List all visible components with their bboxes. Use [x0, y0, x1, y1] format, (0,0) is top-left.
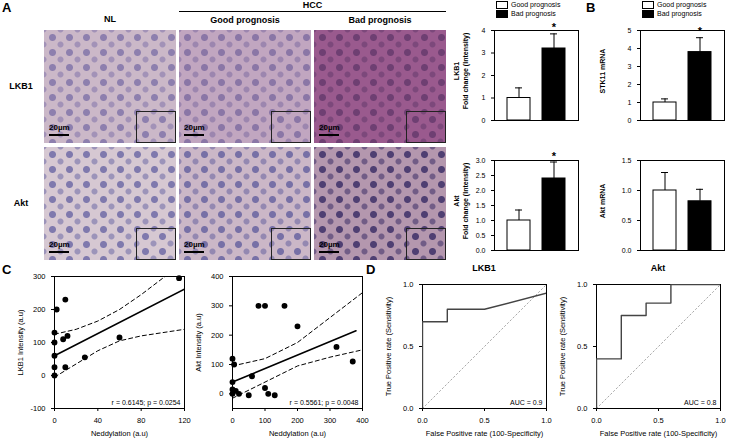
- svg-text:0.0: 0.0: [476, 247, 486, 254]
- svg-text:0: 0: [41, 371, 45, 380]
- svg-text:0.0: 0.0: [577, 404, 587, 413]
- svg-text:0.5: 0.5: [577, 342, 587, 351]
- html-text:C: C: [2, 262, 12, 277]
- svg-text:0.0: 0.0: [403, 404, 413, 413]
- svg-text:1.5: 1.5: [622, 157, 632, 164]
- svg-text:0.0: 0.0: [591, 416, 601, 425]
- html-text:Good prognosis: Good prognosis: [210, 15, 280, 25]
- svg-text:2.0: 2.0: [476, 187, 486, 194]
- html-text:LKB1: LKB1: [453, 61, 460, 81]
- svg-text:40: 40: [94, 416, 102, 425]
- html-text:20µm: 20µm: [184, 123, 205, 132]
- svg-text:400: 400: [356, 416, 369, 425]
- svg-text:5: 5: [628, 27, 632, 34]
- html-text:B: B: [586, 0, 596, 15]
- svg-text:100: 100: [33, 338, 46, 347]
- svg-text:*: *: [552, 21, 557, 33]
- svg-text:True Positive rate (Sensitivit: True Positive rate (Sensitivity): [384, 296, 393, 396]
- html-text:NL: NL: [104, 14, 116, 24]
- svg-text:1.0: 1.0: [715, 416, 725, 425]
- svg-text:300: 300: [211, 301, 224, 310]
- svg-text:1: 1: [482, 94, 486, 101]
- svg-text:-100: -100: [30, 404, 45, 413]
- svg-text:0: 0: [230, 416, 234, 425]
- svg-text:120: 120: [178, 416, 191, 425]
- svg-text:100: 100: [259, 416, 272, 425]
- html-text:A: A: [2, 0, 12, 15]
- svg-text:1.5: 1.5: [476, 202, 486, 209]
- html-text:Akt: Akt: [650, 263, 666, 273]
- html-text:LKB1: LKB1: [9, 80, 33, 91]
- svg-text:AUC = 0.9: AUC = 0.9: [510, 399, 543, 406]
- html-text:Fold change (Intensity): Fold change (Intensity): [462, 162, 469, 240]
- svg-text:0: 0: [219, 389, 223, 398]
- html-text:D: D: [366, 262, 376, 277]
- svg-text:0: 0: [628, 117, 632, 124]
- svg-text:4: 4: [482, 27, 486, 34]
- html-text:20µm: 20µm: [49, 123, 70, 132]
- html-text:STK11 mRNA: STK11 mRNA: [599, 48, 606, 94]
- svg-text:3: 3: [628, 63, 632, 70]
- svg-text:1.0: 1.0: [476, 217, 486, 224]
- html-text:20µm: 20µm: [319, 123, 340, 132]
- svg-text:False Positive rate (100-Speci: False Positive rate (100-Specificity): [600, 429, 718, 438]
- svg-text:0.5: 0.5: [622, 217, 632, 224]
- svg-text:0.5: 0.5: [653, 416, 663, 425]
- svg-text:0.5: 0.5: [403, 342, 413, 351]
- svg-text:200: 200: [33, 305, 46, 314]
- svg-text:400: 400: [211, 272, 224, 281]
- svg-text:r = 0.5561; p = 0.0048: r = 0.5561; p = 0.0048: [290, 399, 359, 407]
- html-text:20µm: 20µm: [319, 240, 340, 249]
- svg-text:4: 4: [628, 45, 632, 52]
- html-text:20µm: 20µm: [49, 240, 70, 249]
- svg-text:1.0: 1.0: [541, 416, 551, 425]
- svg-text:100: 100: [211, 360, 224, 369]
- html-text:Akt: Akt: [13, 197, 29, 208]
- svg-text:300: 300: [33, 272, 46, 281]
- svg-text:*: *: [698, 25, 703, 37]
- svg-text:1.0: 1.0: [622, 187, 632, 194]
- html-text:Fold change (Intensity): Fold change (Intensity): [462, 32, 469, 110]
- svg-text:3.0: 3.0: [476, 157, 486, 164]
- html-text:Akt mRNA: Akt mRNA: [599, 183, 606, 219]
- svg-text:*: *: [552, 150, 557, 162]
- html-text:Akt: Akt: [453, 195, 460, 207]
- svg-text:3: 3: [482, 49, 486, 56]
- svg-text:True Positive rate (Sensitivit: True Positive rate (Sensitivity): [558, 296, 567, 396]
- html-text:Bad prognosis: Bad prognosis: [657, 10, 702, 17]
- svg-text:Akt Intensity (a.u): Akt Intensity (a.u): [194, 313, 203, 372]
- html-text:LKB1: LKB1: [472, 263, 496, 273]
- html-text:20µm: 20µm: [184, 240, 205, 249]
- svg-text:0.0: 0.0: [417, 416, 427, 425]
- svg-text:Neddylation (a.u): Neddylation (a.u): [269, 429, 327, 438]
- html-text:Good prognosis: Good prognosis: [657, 1, 707, 8]
- svg-text:1: 1: [628, 99, 632, 106]
- svg-text:200: 200: [291, 416, 304, 425]
- svg-text:2.5: 2.5: [476, 172, 486, 179]
- svg-text:0.0: 0.0: [622, 247, 632, 254]
- html-text:Bad prognosis: Bad prognosis: [511, 10, 556, 17]
- html-text:Good prognosis: Good prognosis: [511, 1, 561, 8]
- svg-text:False Positive rate (100-Speci: False Positive rate (100-Specificity): [426, 429, 544, 438]
- svg-text:Neddylation (a.u): Neddylation (a.u): [91, 429, 149, 438]
- html-text:HCC: HCC: [302, 0, 323, 10]
- svg-text:200: 200: [211, 331, 224, 340]
- svg-text:2: 2: [482, 72, 486, 79]
- svg-text:2: 2: [628, 81, 632, 88]
- svg-text:300: 300: [324, 416, 337, 425]
- svg-text:LKB1 Intensity (a.u): LKB1 Intensity (a.u): [16, 309, 25, 375]
- svg-text:1.0: 1.0: [403, 280, 413, 289]
- svg-text:0.5: 0.5: [476, 232, 486, 239]
- svg-text:1.0: 1.0: [577, 280, 587, 289]
- svg-text:80: 80: [137, 416, 145, 425]
- svg-text:0: 0: [52, 416, 56, 425]
- svg-text:0: 0: [482, 117, 486, 124]
- html-text:Bad prognosis: Bad prognosis: [348, 15, 412, 25]
- svg-text:0.5: 0.5: [479, 416, 489, 425]
- svg-text:AUC = 0.8: AUC = 0.8: [684, 399, 717, 406]
- svg-text:r = 0.6145; p = 0.0254: r = 0.6145; p = 0.0254: [112, 399, 181, 407]
